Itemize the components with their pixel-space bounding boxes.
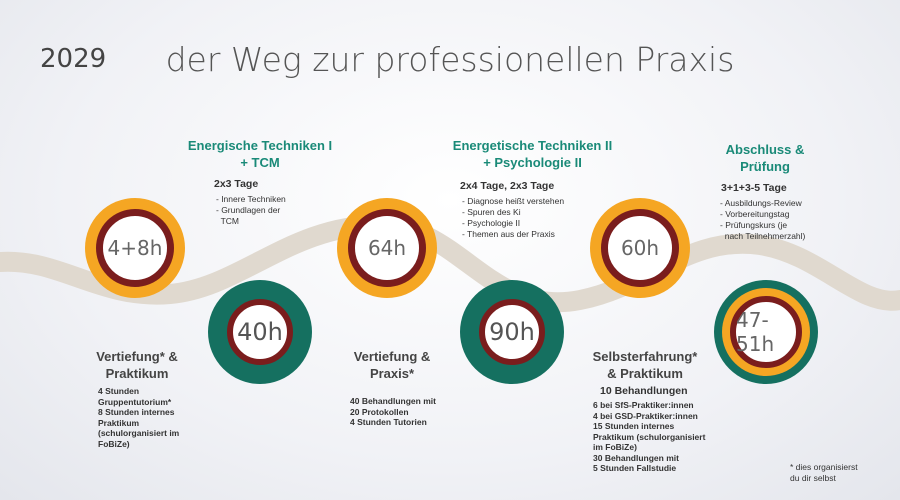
section-2-heading: Energetische Techniken II + Psychologie … [440, 137, 625, 171]
list-item: - Vorbereitungstag [720, 209, 790, 219]
milestone-2-value: 40h [227, 299, 293, 365]
section-2-heading-line2: + Psychologie II [483, 155, 582, 170]
section-3-heading-line2: Prüfung [740, 159, 790, 174]
bottom-1-heading-line1: Vertiefung* & [96, 349, 178, 364]
bottom-1-heading: Vertiefung* & Praktikum [72, 348, 202, 382]
section-1-list: - Innere Techniken - Grundlagen der TCM [216, 194, 286, 227]
milestone-3-circle: 64h [337, 198, 437, 298]
list-item: - Spuren des Ki [462, 207, 521, 217]
year-label: 2029 [40, 44, 107, 74]
bottom-1-heading-line2: Praktikum [105, 366, 169, 381]
section-3-list: - Ausbildungs-Review - Vorbereitungstag … [720, 198, 805, 242]
milestone-2-circle: 40h [208, 280, 312, 384]
bottom-3-heading: Selbsterfahrung* & Praktikum [580, 348, 710, 382]
section-2-duration: 2x4 Tage, 2x3 Tage [460, 180, 555, 192]
page-title: der Weg zur professionellen Praxis [165, 40, 735, 79]
milestone-6-circle: 47-51h [714, 280, 818, 384]
list-item: TCM [216, 216, 239, 226]
list-item: - Diagnose heißt verstehen [462, 196, 565, 206]
milestone-5-circle: 60h [590, 198, 690, 298]
milestone-3-value: 64h [348, 209, 426, 287]
section-1-duration: 2x3 Tage [214, 178, 259, 190]
milestone-4-circle: 90h [460, 280, 564, 384]
section-1-heading-line1: Energische Techniken I [187, 138, 333, 153]
bottom-1-text: 4 Stunden Gruppentutorium* 8 Stunden int… [98, 386, 180, 449]
section-2-list: - Diagnose heißt verstehen - Spuren des … [462, 196, 564, 240]
bottom-3-text: 6 bei SfS-Praktiker:innen 4 bei GSD-Prak… [593, 400, 706, 473]
section-3-duration: 3+1+3-5 Tage [721, 182, 787, 194]
milestone-6-value: 47-51h [730, 296, 802, 368]
section-1-heading: Energische Techniken I + TCM [180, 137, 340, 171]
list-item: - Psychologie II [462, 218, 521, 228]
bottom-2-heading-line2: Praxis* [369, 366, 415, 381]
bottom-3-heading-line1: Selbsterfahrung* [592, 349, 698, 364]
milestone-1-value: 4+8h [96, 209, 174, 287]
bottom-2-text: 40 Behandlungen mit 20 Protokollen 4 Stu… [350, 396, 436, 427]
footnote: * dies organisierst du dir selbst [790, 462, 858, 483]
bottom-3-subhead: 10 Behandlungen [600, 385, 688, 397]
list-item: nach Teilnehmerzahl) [720, 231, 806, 241]
section-1-heading-line2: + TCM [240, 155, 280, 170]
milestone-5-value: 60h [601, 209, 679, 287]
bottom-3-heading-line2: & Praktikum [607, 366, 683, 381]
milestone-4-value: 90h [479, 299, 545, 365]
milestone-1-circle: 4+8h [85, 198, 185, 298]
list-item: - Themen aus der Praxis [462, 229, 555, 239]
bottom-2-heading: Vertiefung & Praxis* [332, 348, 452, 382]
list-item: - Grundlagen der [216, 205, 281, 215]
section-2-heading-line1: Energetische Techniken II [452, 138, 613, 153]
list-item: - Prüfungskurs (je [720, 220, 788, 230]
list-item: - Innere Techniken [216, 194, 286, 204]
section-3-heading-line1: Abschluss & [725, 142, 805, 157]
section-3-heading: Abschluss & Prüfung [715, 141, 815, 175]
milestone-6-ring: 47-51h [722, 288, 810, 376]
list-item: - Ausbildungs-Review [720, 198, 802, 208]
bottom-2-heading-line1: Vertiefung & [353, 349, 431, 364]
